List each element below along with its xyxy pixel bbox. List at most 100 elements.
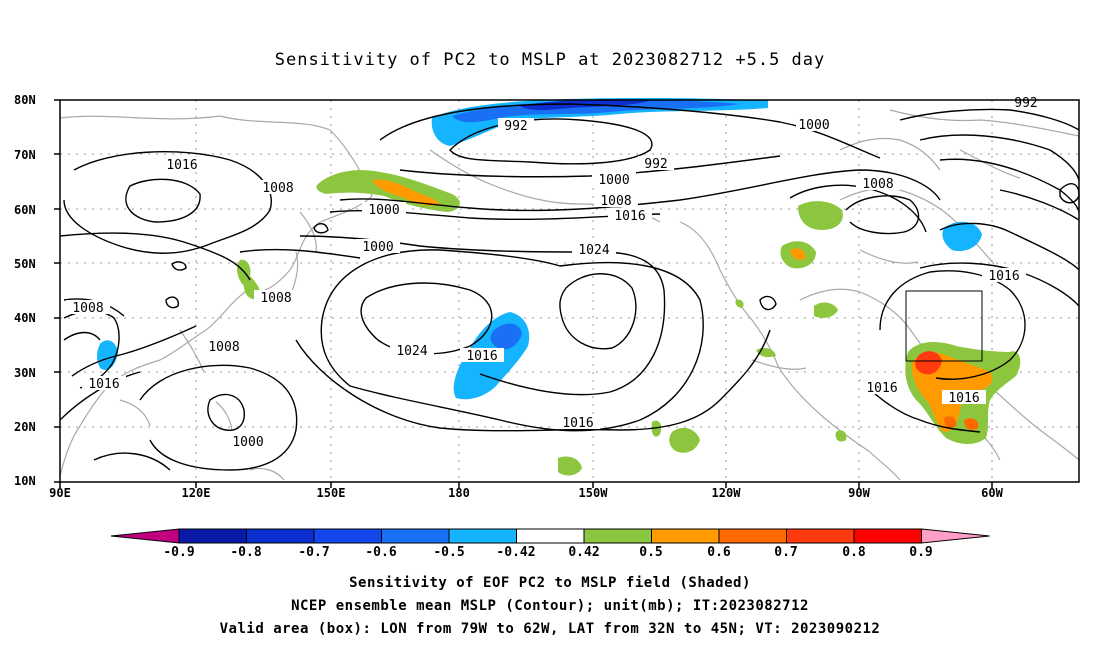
colorbar-tick: 0.7 [774, 545, 798, 560]
colorbar-segment [651, 528, 720, 544]
colorbar-tick: -0.42 [496, 545, 536, 560]
contour-label: 1024 [572, 242, 616, 258]
lat-label-60n: 60N [14, 203, 36, 217]
contour-label: 1000 [592, 172, 636, 188]
contour-label-text: 992 [504, 119, 527, 134]
contour-label: 1016 [860, 380, 904, 396]
contour-label-text: 1016 [466, 349, 497, 364]
colorbar-tick: -0.7 [298, 545, 330, 560]
lon-label-150e: 150E [316, 486, 346, 500]
contour-label: 1000 [356, 239, 400, 255]
mslp-contours [59, 103, 1080, 471]
contour-label: 992 [498, 118, 534, 134]
contour-label-text: 992 [644, 157, 667, 172]
lon-label-90w: 90W [848, 486, 870, 500]
lat-label-50n: 50N [14, 257, 36, 271]
contour-label: 1016 [608, 208, 652, 224]
contour-label: 1016 [942, 390, 986, 406]
colorbar-segment [853, 528, 922, 544]
colorbar-tick: -0.8 [230, 545, 262, 560]
contour-label: 992 [1008, 96, 1044, 111]
contour-label-text: 1000 [598, 173, 629, 188]
contour-label-text: 1000 [798, 118, 829, 133]
caption-line-3: Valid area (box): LON from 79W to 62W, L… [219, 621, 881, 637]
contour-label: 1000 [226, 434, 270, 450]
contour-label-text: 1016 [988, 269, 1019, 284]
contour-label: 1016 [982, 268, 1026, 284]
colorbar-tick: 0.9 [909, 545, 933, 560]
colorbar-tick: -0.5 [433, 545, 465, 560]
contour-label: 1024 [390, 343, 434, 359]
contour-label: 1008 [256, 180, 300, 196]
contour-label-text: 1016 [88, 377, 119, 392]
contour-label-text: 1016 [166, 158, 197, 173]
colorbar-segment [178, 528, 247, 544]
contour-label: 1000 [362, 202, 406, 218]
contour-labels: 992 1000 992 1000 1008 1016 1000 1008 10… [66, 96, 1044, 450]
figure-title: Sensitivity of PC2 to MSLP at 2023082712… [274, 50, 826, 70]
contour-label: 1000 [796, 117, 832, 133]
contour-label-text: 1016 [948, 391, 979, 406]
contour-label-text: 1024 [578, 243, 609, 258]
contour-label-text: 1008 [260, 291, 291, 306]
colorbar [110, 528, 990, 544]
colorbar-segment [583, 528, 652, 544]
contour-label-text: 1008 [208, 340, 239, 355]
colorbar-segment [718, 528, 787, 544]
contour-label: 1016 [556, 415, 600, 431]
lon-label-60w: 60W [981, 486, 1003, 500]
lat-label-10n: 10N [14, 474, 36, 488]
contour-label-text: 992 [1014, 96, 1037, 111]
lon-label-120e: 120E [181, 486, 211, 500]
contour-label-text: 1008 [72, 301, 103, 316]
contour-label-text: 1016 [562, 416, 593, 431]
colorbar-tick: 0.6 [707, 545, 731, 560]
caption-line-1: Sensitivity of EOF PC2 to MSLP field (Sh… [349, 575, 751, 591]
contour-label-text: 1008 [262, 181, 293, 196]
colorbar-tick: 0.8 [842, 545, 866, 560]
colorbar-tick: 0.42 [568, 545, 600, 560]
contour-label: 1016 [82, 376, 126, 392]
colorbar-segment [381, 528, 450, 544]
colorbar-segment [246, 528, 315, 544]
contour-label: 1008 [254, 290, 298, 306]
contour-label-text: 1008 [600, 194, 631, 209]
colorbar-segment [786, 528, 855, 544]
colorbar-tick: -0.9 [163, 545, 195, 560]
contour-label: 1008 [66, 300, 110, 316]
lat-label-40n: 40N [14, 311, 36, 325]
colorbar-tick: -0.6 [365, 545, 397, 560]
lon-label-180: 180 [448, 486, 470, 500]
contour-label: 1008 [594, 193, 638, 209]
lon-label-90e: 90E [49, 486, 71, 500]
lat-label-80n: 80N [14, 93, 36, 107]
colorbar-end-left [110, 528, 180, 544]
contour-label: 1016 [160, 157, 204, 173]
contour-label-text: 1016 [614, 209, 645, 224]
contour-label-text: 1000 [362, 240, 393, 255]
lat-label-70n: 70N [14, 148, 36, 162]
contour-label: 1008 [856, 176, 900, 192]
contour-label-text: 1000 [232, 435, 263, 450]
colorbar-segment [448, 528, 517, 544]
contour-label-text: 1024 [396, 344, 427, 359]
lon-label-120w: 120W [711, 486, 741, 500]
lat-label-20n: 20N [14, 420, 36, 434]
contour-label-text: 1000 [368, 203, 399, 218]
caption-line-2: NCEP ensemble mean MSLP (Contour); unit(… [291, 598, 809, 614]
contour-label: 1008 [202, 339, 246, 355]
lat-label-30n: 30N [14, 366, 36, 380]
valid-area-box [905, 290, 983, 362]
contour-label: 1016 [460, 348, 504, 364]
contour-label-text: 1008 [862, 177, 893, 192]
colorbar-end-right [921, 528, 990, 544]
map-frame [59, 99, 1080, 483]
axis-ticks [54, 99, 993, 488]
colorbar-segment [516, 528, 585, 544]
contour-label-text: 1016 [866, 381, 897, 396]
colorbar-segment [313, 528, 382, 544]
colorbar-tick: 0.5 [639, 545, 663, 560]
lon-label-150w: 150W [578, 486, 608, 500]
contour-label: 992 [638, 156, 674, 172]
